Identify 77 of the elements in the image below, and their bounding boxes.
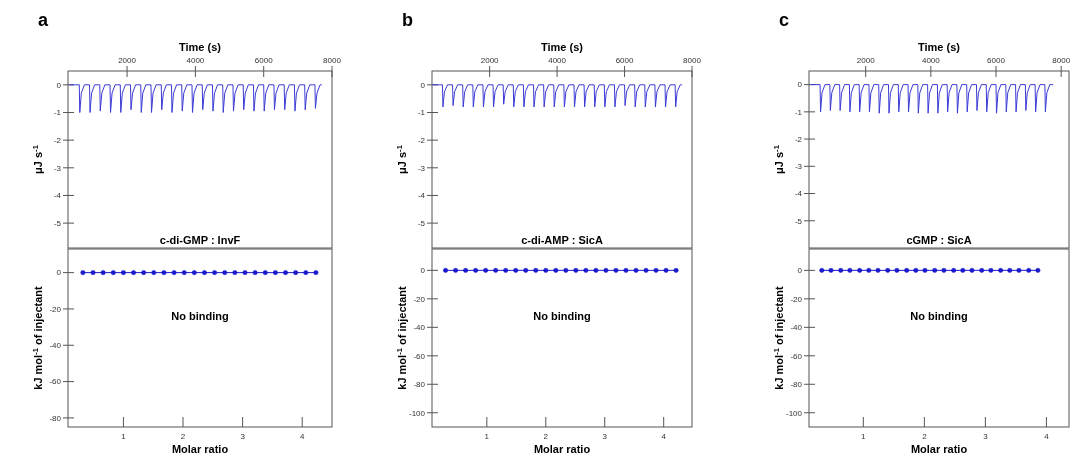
line-series xyxy=(809,84,1054,114)
y-tick-label: -60 xyxy=(790,351,803,361)
y-tick-label: -4 xyxy=(53,191,62,201)
y-tick-label: -1 xyxy=(53,108,62,118)
y-tick-label: -3 xyxy=(53,163,62,173)
x-tick-label: 2 xyxy=(180,432,186,441)
x-tick-label: 6000 xyxy=(254,56,274,65)
x-tick-label: 1 xyxy=(861,432,867,441)
x-tick-label: 3 xyxy=(983,432,989,441)
x-axis-title: Time (s) xyxy=(179,41,222,53)
chart-title: c xyxy=(779,10,790,30)
annotation: No binding xyxy=(533,310,591,323)
y-tick-label: -60 xyxy=(413,351,426,361)
chart-title: a xyxy=(38,10,49,30)
y-tick-label: -60 xyxy=(49,377,62,387)
x-tick-label: 4000 xyxy=(921,56,941,65)
y-tick-label: 0 xyxy=(797,80,803,90)
line-series xyxy=(68,84,323,113)
line-series xyxy=(431,84,683,108)
y-tick-label: -20 xyxy=(790,294,803,304)
y-tick-label: -3 xyxy=(794,162,803,172)
annotation: c-di-AMP : SicA xyxy=(521,234,603,246)
y-tick-label: -40 xyxy=(790,323,803,333)
x-tick-label: 8000 xyxy=(323,56,342,65)
y-tick-label: -20 xyxy=(49,304,62,314)
y-tick-label: -2 xyxy=(794,134,803,144)
y-tick-label: -100 xyxy=(785,408,803,418)
x-tick-label: 4 xyxy=(661,432,667,441)
x-tick-label: 2000 xyxy=(118,56,137,65)
y-tick-label: -1 xyxy=(417,108,426,118)
y-tick-label: 0 xyxy=(420,266,426,276)
y-tick-label: -80 xyxy=(413,380,426,390)
x-tick-label: 2 xyxy=(922,432,928,441)
annotation: c-di-GMP : InvF xyxy=(159,234,241,246)
chart-title: b xyxy=(402,10,413,30)
y-tick-label: -20 xyxy=(413,294,426,304)
y-tick-label: -3 xyxy=(417,163,426,173)
annotation: cGMP : SicA xyxy=(906,234,972,246)
x-tick-label: 6000 xyxy=(615,56,634,65)
y-tick-label: -4 xyxy=(794,189,803,199)
x-tick-label: 4 xyxy=(1044,432,1050,441)
y-tick-label: -5 xyxy=(53,218,62,228)
x-tick-label: 6000 xyxy=(987,56,1006,65)
annotation: No binding xyxy=(171,310,229,323)
x-tick-label: 3 xyxy=(602,432,608,441)
y-tick-label: -2 xyxy=(417,135,426,145)
x-tick-label: 8000 xyxy=(683,56,702,65)
y-tick-label: -4 xyxy=(417,191,426,201)
y-tick-label: -100 xyxy=(408,408,426,418)
y-tick-label: -5 xyxy=(794,216,803,226)
x-tick-label: 4 xyxy=(299,432,305,441)
x-axis-title: Molar ratio xyxy=(533,443,591,455)
y-tick-label: -80 xyxy=(790,380,803,390)
y-tick-label: 0 xyxy=(420,80,426,90)
x-tick-label: 1 xyxy=(484,432,490,441)
x-tick-label: 8000 xyxy=(1052,56,1071,65)
y-tick-label: -40 xyxy=(49,341,62,351)
y-tick-label: -40 xyxy=(413,323,426,333)
x-axis-title: Molar ratio xyxy=(171,443,229,455)
x-tick-label: 4000 xyxy=(548,56,567,65)
y-tick-label: 0 xyxy=(56,268,62,278)
x-axis-title: Molar ratio xyxy=(910,443,968,455)
x-tick-label: 3 xyxy=(240,432,246,441)
x-axis-title: Time (s) xyxy=(918,41,961,53)
y-tick-label: -2 xyxy=(53,135,62,145)
x-tick-label: 2 xyxy=(543,432,549,441)
y-tick-label: 0 xyxy=(797,266,803,276)
y-tick-label: 0 xyxy=(56,80,62,90)
x-tick-label: 2000 xyxy=(856,56,876,65)
x-axis-title: Time (s) xyxy=(541,41,584,53)
y-tick-label: -1 xyxy=(794,107,803,117)
x-tick-label: 4000 xyxy=(186,56,205,65)
annotation: No binding xyxy=(910,310,968,323)
y-tick-label: -80 xyxy=(49,413,62,423)
y-tick-label: -5 xyxy=(417,218,426,228)
x-tick-label: 1 xyxy=(121,432,127,441)
x-tick-label: 2000 xyxy=(480,56,500,65)
